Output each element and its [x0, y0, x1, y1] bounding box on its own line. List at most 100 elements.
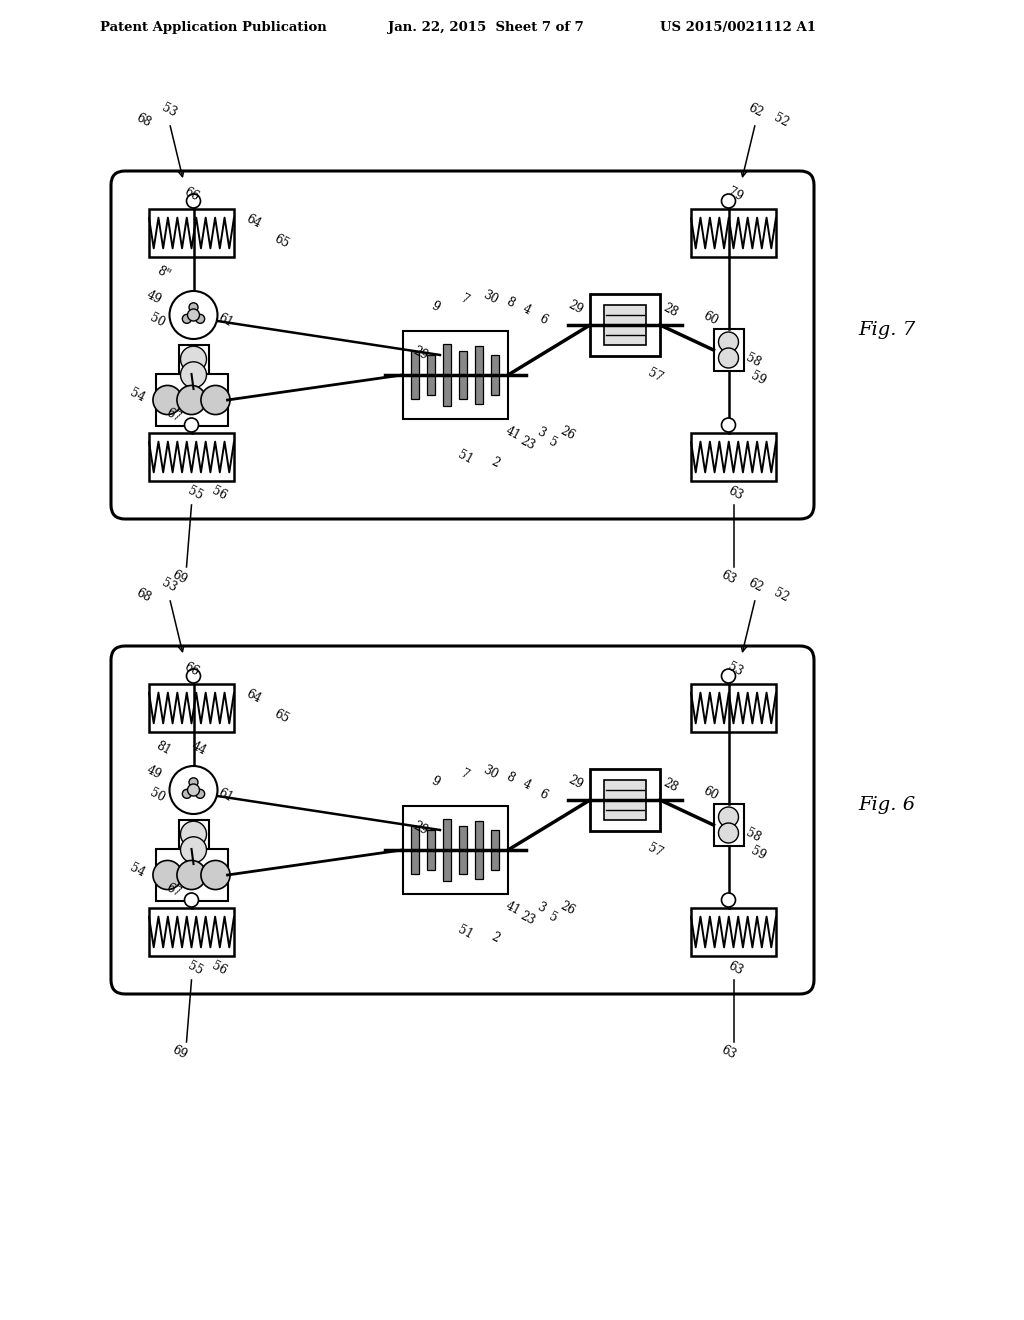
Bar: [156, 374, 227, 426]
Text: 81: 81: [154, 739, 173, 758]
Text: 63: 63: [719, 568, 738, 586]
Text: 9: 9: [429, 300, 441, 314]
Circle shape: [719, 822, 738, 843]
Text: 23: 23: [517, 434, 537, 453]
Text: 5: 5: [547, 436, 559, 450]
Text: 59: 59: [749, 368, 768, 387]
Circle shape: [153, 385, 182, 414]
Circle shape: [182, 314, 191, 323]
Text: 56: 56: [210, 958, 229, 977]
Text: 57: 57: [645, 841, 665, 859]
Text: 66: 66: [182, 660, 201, 678]
Text: 2: 2: [488, 931, 502, 945]
Circle shape: [719, 348, 738, 368]
Text: 50: 50: [147, 310, 167, 329]
Text: 53: 53: [160, 576, 179, 594]
Text: 41: 41: [504, 424, 522, 442]
Text: 55: 55: [185, 483, 205, 503]
Text: 55: 55: [185, 958, 205, 977]
Text: 30: 30: [480, 288, 500, 306]
Bar: [604, 305, 646, 345]
Text: 53: 53: [726, 660, 745, 678]
Text: 64: 64: [245, 686, 263, 705]
Text: 65: 65: [272, 232, 292, 251]
Text: 4: 4: [520, 777, 534, 792]
Text: 49: 49: [143, 288, 163, 306]
Text: 69: 69: [170, 568, 189, 586]
Text: Fig. 6: Fig. 6: [858, 796, 915, 814]
Circle shape: [180, 362, 207, 388]
Circle shape: [180, 346, 207, 372]
FancyBboxPatch shape: [111, 172, 814, 519]
Bar: [443, 345, 451, 405]
Bar: [475, 346, 483, 404]
Text: 26: 26: [557, 424, 577, 442]
Bar: [492, 355, 500, 395]
Text: 29: 29: [411, 818, 430, 837]
Text: 49: 49: [143, 763, 163, 781]
Text: 51: 51: [456, 447, 474, 466]
Bar: [150, 209, 234, 257]
Text: 63: 63: [719, 1043, 738, 1061]
Bar: [691, 684, 776, 733]
Text: 3: 3: [535, 900, 548, 916]
Text: 26: 26: [557, 899, 577, 917]
Text: 29: 29: [411, 343, 430, 362]
Text: 29: 29: [565, 772, 585, 791]
Text: 8: 8: [504, 771, 516, 785]
Text: 61: 61: [216, 785, 236, 804]
Bar: [714, 329, 743, 371]
Text: 68: 68: [134, 586, 154, 605]
Bar: [150, 684, 234, 733]
Text: Patent Application Publication: Patent Application Publication: [100, 21, 327, 34]
Bar: [459, 826, 467, 874]
Text: 64: 64: [245, 211, 263, 230]
Circle shape: [189, 302, 198, 312]
Circle shape: [180, 837, 207, 863]
Circle shape: [186, 194, 201, 209]
Bar: [691, 209, 776, 257]
Text: 9: 9: [429, 775, 441, 789]
Text: 28: 28: [660, 776, 680, 795]
Text: 59: 59: [749, 843, 768, 862]
Circle shape: [177, 385, 206, 414]
Text: Jan. 22, 2015  Sheet 7 of 7: Jan. 22, 2015 Sheet 7 of 7: [388, 21, 584, 34]
Circle shape: [719, 333, 738, 352]
Text: 5: 5: [547, 911, 559, 925]
Text: 4: 4: [520, 302, 534, 318]
Text: 60: 60: [700, 784, 720, 803]
Bar: [411, 826, 419, 874]
Bar: [492, 830, 500, 870]
Text: 62: 62: [745, 576, 765, 594]
Text: 58: 58: [743, 826, 763, 845]
Circle shape: [186, 669, 201, 682]
Text: 52: 52: [772, 586, 792, 605]
Bar: [691, 433, 776, 480]
Bar: [427, 830, 435, 870]
Circle shape: [201, 385, 230, 414]
Circle shape: [187, 309, 200, 321]
Text: 63: 63: [726, 958, 745, 977]
Text: 60: 60: [700, 309, 720, 327]
Bar: [150, 433, 234, 480]
Text: Fig. 7: Fig. 7: [858, 321, 915, 339]
Text: 61: 61: [216, 310, 236, 329]
Text: 57: 57: [645, 366, 665, 384]
Text: 29: 29: [565, 298, 585, 317]
Circle shape: [189, 777, 198, 787]
Text: 28: 28: [660, 301, 680, 319]
Text: 63: 63: [726, 483, 745, 503]
Text: 65: 65: [272, 706, 292, 725]
Text: 7: 7: [459, 767, 471, 783]
Bar: [443, 820, 451, 880]
Bar: [691, 908, 776, 956]
Bar: [402, 807, 508, 894]
Circle shape: [187, 784, 200, 796]
Text: 30: 30: [480, 763, 500, 781]
Text: 68: 68: [134, 111, 154, 129]
Circle shape: [722, 894, 735, 907]
Text: 58: 58: [743, 351, 763, 370]
FancyBboxPatch shape: [111, 645, 814, 994]
Text: 6: 6: [537, 788, 549, 803]
Bar: [411, 351, 419, 399]
